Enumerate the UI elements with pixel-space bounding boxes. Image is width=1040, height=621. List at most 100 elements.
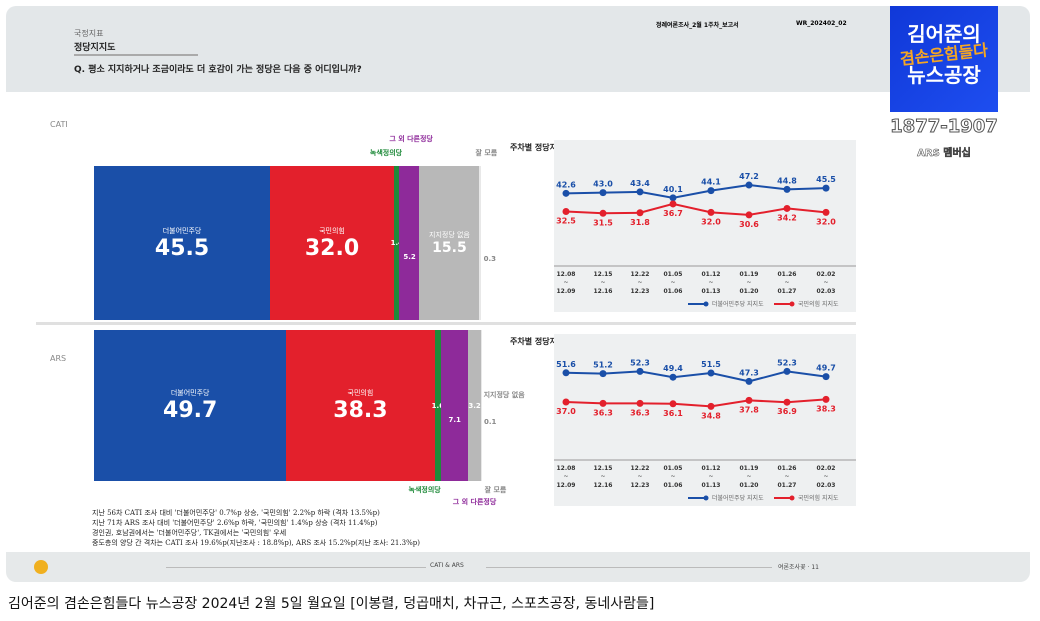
x-tick-label: 02.02 bbox=[817, 465, 836, 472]
data-point bbox=[669, 194, 677, 202]
x-tick-label: 12.09 bbox=[557, 288, 576, 295]
x-tick-sep: ~ bbox=[746, 279, 751, 286]
x-tick-label: 12.16 bbox=[594, 482, 613, 489]
ars-trend-chart: 51.6 51.2 52.3 49.4 51.5 47.3 52.3 49.7 더불어민주당 지… bbox=[554, 334, 856, 506]
bar-segment bbox=[468, 330, 481, 481]
data-label: 38.3 bbox=[816, 404, 836, 413]
data-label: 31.8 bbox=[630, 218, 650, 227]
report-name: 정례여론조사_2월 1주차_보고서 bbox=[656, 22, 739, 29]
legend-marker bbox=[789, 495, 795, 501]
x-tick-label: 01.19 bbox=[740, 465, 759, 472]
question: Q. 평소 지지하거나 조금이라도 더 호감이 가는 정당은 다음 중 어디입니… bbox=[74, 65, 362, 75]
x-tick-label: 12.09 bbox=[557, 482, 576, 489]
slide-header bbox=[6, 6, 1030, 92]
segment-name: 지지정당 없음 bbox=[429, 231, 470, 239]
data-label: 49.4 bbox=[663, 364, 683, 373]
data-point bbox=[783, 398, 791, 406]
legend-label: 국민의힘 지지도 bbox=[798, 494, 839, 502]
legend-marker bbox=[703, 495, 709, 501]
bar-segment bbox=[399, 166, 420, 320]
slide-footer: CATI & ARS 여론조사꽃 · 11 bbox=[6, 552, 1030, 582]
data-label: 43.4 bbox=[630, 179, 650, 188]
legend-marker bbox=[789, 301, 795, 307]
x-tick-label: 01.27 bbox=[778, 482, 797, 489]
cati-trend-title: 주차별 정당지지도 bbox=[510, 143, 572, 152]
data-point bbox=[669, 200, 677, 208]
segment-value: 15.5 bbox=[432, 240, 467, 256]
segment-legend: 녹색정의당 bbox=[369, 149, 403, 157]
data-point bbox=[783, 367, 791, 375]
segment-legend: 녹색정의당 bbox=[408, 486, 441, 494]
x-tick-sep: ~ bbox=[563, 279, 568, 286]
bar-segment bbox=[440, 330, 469, 481]
data-label: 51.2 bbox=[593, 361, 613, 370]
x-tick-sep: ~ bbox=[823, 279, 828, 286]
data-point bbox=[783, 185, 791, 193]
data-label: 30.6 bbox=[739, 220, 759, 229]
data-label: 36.1 bbox=[663, 409, 683, 418]
segment-value: 0.3 bbox=[483, 255, 497, 263]
x-tick-sep: ~ bbox=[670, 279, 675, 286]
data-point bbox=[745, 211, 753, 219]
news-factory-logo: 김어준의 겸손은힘들다 뉴스공장 bbox=[890, 6, 998, 112]
legend-label: 더불어민주당 지지도 bbox=[712, 300, 764, 308]
x-tick-sep: ~ bbox=[600, 279, 605, 286]
ars-label: ARS bbox=[50, 354, 67, 363]
note: 경인권, 호남권에서는 '더불어민주당', TK권에서는 '국민의힘' 우세 bbox=[92, 529, 287, 537]
x-tick-label: 12.15 bbox=[594, 465, 613, 472]
x-tick-label: 02.03 bbox=[817, 482, 836, 489]
x-tick-label: 01.19 bbox=[740, 271, 759, 278]
bar-segment bbox=[480, 330, 482, 481]
data-point bbox=[636, 399, 644, 407]
x-tick-label: 12.16 bbox=[594, 288, 613, 295]
x-tick-label: 12.08 bbox=[557, 271, 576, 278]
data-point bbox=[636, 367, 644, 375]
data-point bbox=[783, 204, 791, 212]
footer-page: 여론조사꽃 · 11 bbox=[778, 564, 819, 571]
data-point bbox=[599, 209, 607, 217]
report-code: WR_202402_02 bbox=[796, 20, 847, 27]
data-label: 34.2 bbox=[777, 213, 797, 222]
data-label: 42.6 bbox=[556, 180, 576, 189]
membership-label: ARS 멤버십 bbox=[917, 148, 971, 160]
series-line bbox=[565, 184, 827, 199]
data-label: 40.1 bbox=[663, 185, 683, 194]
data-point bbox=[707, 208, 715, 216]
x-tick-sep: ~ bbox=[823, 473, 828, 480]
segment-legend: 잘 모름 bbox=[475, 149, 498, 157]
x-tick-label: 01.27 bbox=[778, 288, 797, 295]
bar-segment bbox=[479, 166, 481, 320]
legend-marker bbox=[703, 301, 709, 307]
data-point bbox=[707, 187, 715, 195]
data-label: 32.0 bbox=[816, 217, 836, 226]
segment-value: 3.2 bbox=[468, 401, 481, 410]
x-tick-label: 02.02 bbox=[817, 271, 836, 278]
data-label: 36.3 bbox=[630, 408, 650, 417]
divider bbox=[74, 54, 198, 56]
flower-logo-icon bbox=[34, 560, 48, 574]
segment-legend: 그 외 다른정당 bbox=[452, 498, 497, 506]
x-tick-sep: ~ bbox=[708, 473, 713, 480]
x-tick-label: 01.13 bbox=[702, 482, 721, 489]
segment-name: 더불어민주당 bbox=[170, 389, 210, 397]
segment-name: 국민의힘 bbox=[347, 389, 374, 397]
section-divider bbox=[36, 322, 856, 325]
x-tick-label: 01.05 bbox=[664, 271, 683, 278]
data-point bbox=[562, 208, 570, 215]
bar-segment bbox=[434, 330, 441, 481]
segment-value: 1.6 bbox=[431, 401, 445, 410]
data-label: 52.3 bbox=[777, 358, 797, 367]
note: 중도층의 양당 간 격차는 CATI 조사 19.6%p(지난조사 : 18.8… bbox=[92, 539, 420, 547]
data-label: 44.1 bbox=[701, 178, 721, 187]
cati-label: CATI bbox=[50, 120, 68, 129]
footer-line bbox=[166, 567, 426, 568]
data-point bbox=[707, 369, 715, 377]
data-label: 32.5 bbox=[556, 217, 576, 226]
data-point bbox=[599, 370, 607, 378]
segment-name: 지지정당 없음 bbox=[483, 390, 525, 399]
notes: 지난 56차 CATI 조사 대비 '더불어민주당' 0.7%p 상승, '국민… bbox=[92, 508, 420, 548]
section-label: 국정지표 bbox=[74, 29, 104, 38]
data-label: 31.5 bbox=[593, 218, 613, 227]
data-point bbox=[745, 377, 753, 385]
segment-value: 45.5 bbox=[154, 235, 210, 261]
